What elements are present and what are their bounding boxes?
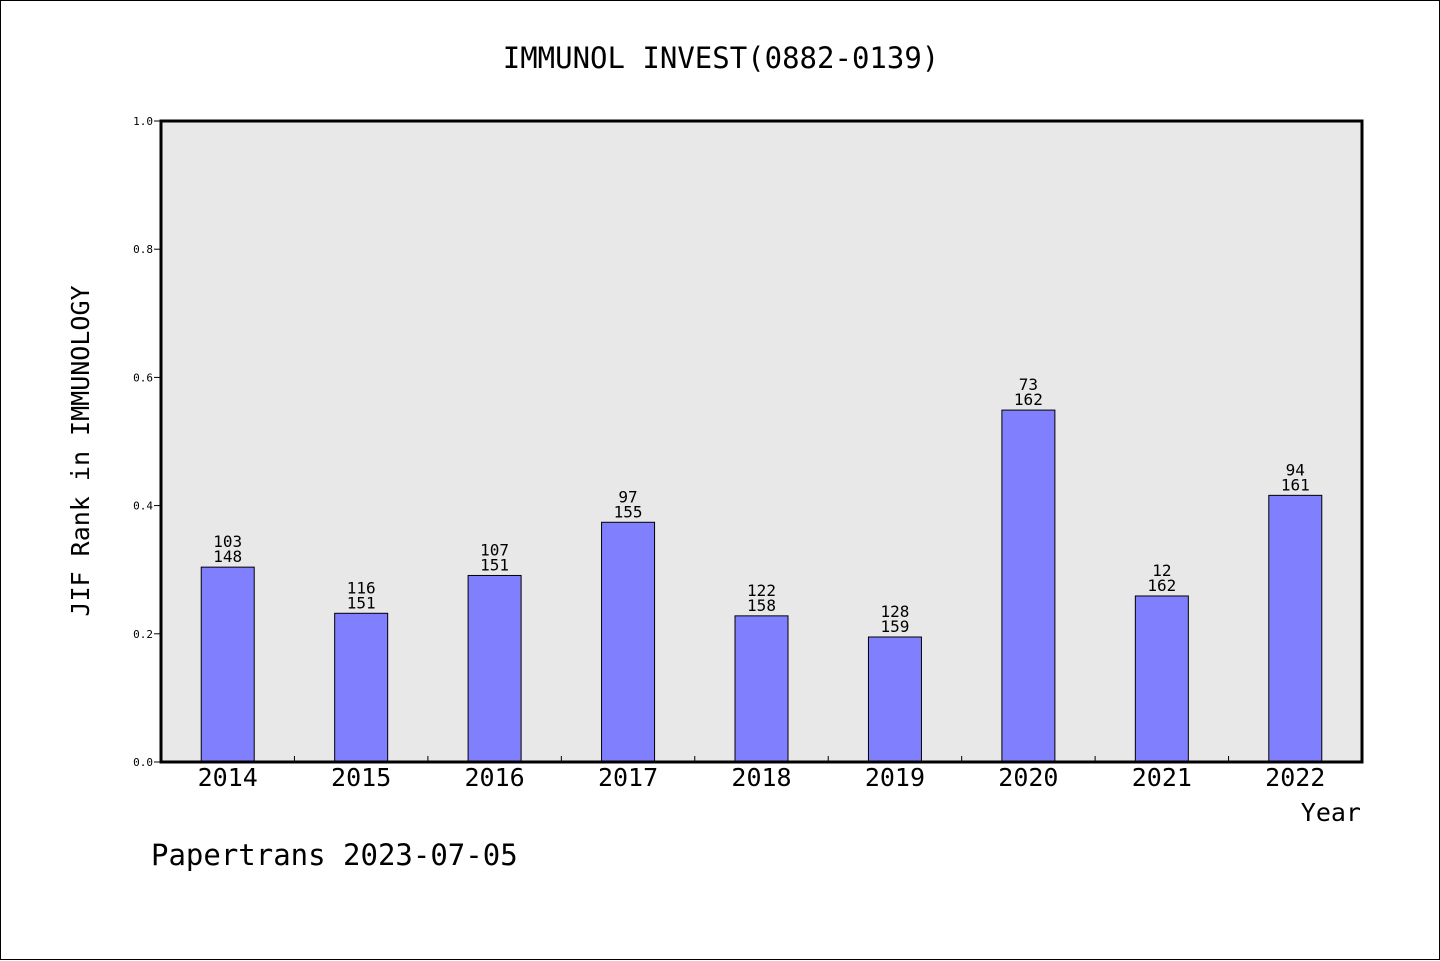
total-label: 151 — [480, 555, 509, 574]
x-tick-label: 2022 — [1265, 763, 1325, 792]
bar-2018 — [734, 615, 789, 763]
bar-2016 — [467, 574, 522, 763]
y-axis-label: JIF Rank in IMMUNOLOGY — [66, 285, 95, 616]
rank-label: 116 — [347, 578, 376, 597]
x-tick-label: 2016 — [465, 763, 525, 792]
footer-text: Papertrans 2023-07-05 — [151, 838, 518, 872]
y-tick-label: 0.2 — [133, 628, 153, 641]
rank-label: 107 — [480, 540, 509, 559]
rank-label: 97 — [618, 487, 637, 506]
total-label: 158 — [747, 596, 776, 615]
bar-2014 — [200, 566, 255, 763]
bar-2021 — [1134, 595, 1189, 763]
rank-label: 94 — [1286, 460, 1305, 479]
y-tick-label: 0.0 — [133, 756, 153, 769]
total-label: 159 — [880, 617, 909, 636]
rank-label: 103 — [213, 532, 242, 551]
x-tick-label: 2014 — [198, 763, 258, 792]
x-axis: 2014 2015 2016 2017 2018 2019 2020 2021 2022 — [198, 756, 1325, 792]
y-tick-label: 1.0 — [133, 115, 153, 128]
x-tick-label: 2019 — [865, 763, 925, 792]
x-axis-label: Year — [1301, 798, 1361, 827]
total-label: 161 — [1281, 475, 1310, 494]
bar-2017 — [601, 521, 656, 763]
total-label: 162 — [1147, 576, 1176, 595]
x-tick-label: 2017 — [598, 763, 658, 792]
total-label: 162 — [1014, 390, 1043, 409]
total-label: 155 — [614, 502, 643, 521]
chart-title: IMMUNOL INVEST(0882-0139) — [503, 41, 940, 75]
bar-2019 — [867, 636, 922, 763]
rank-label: 73 — [1019, 375, 1038, 394]
x-tick-label: 2018 — [731, 763, 791, 792]
plot-border — [159, 119, 1364, 764]
total-label: 148 — [213, 547, 242, 566]
bar-2015 — [334, 612, 389, 763]
x-tick-label: 2015 — [331, 763, 391, 792]
y-tick-label: 0.4 — [133, 500, 153, 513]
x-tick-label: 2021 — [1132, 763, 1192, 792]
rank-label: 122 — [747, 581, 776, 600]
total-label: 151 — [347, 593, 376, 612]
y-tick-label: 0.6 — [133, 371, 153, 384]
rank-label: 12 — [1152, 561, 1171, 580]
x-tick-label: 2020 — [998, 763, 1058, 792]
y-tick-label: 0.8 — [133, 243, 153, 256]
y-axis: 0.0 0.2 0.4 0.6 0.8 1.0 — [133, 115, 161, 769]
bars — [200, 409, 1323, 763]
rank-label: 128 — [880, 602, 909, 621]
bar-2022 — [1268, 494, 1323, 763]
bar-2020 — [1001, 409, 1056, 763]
